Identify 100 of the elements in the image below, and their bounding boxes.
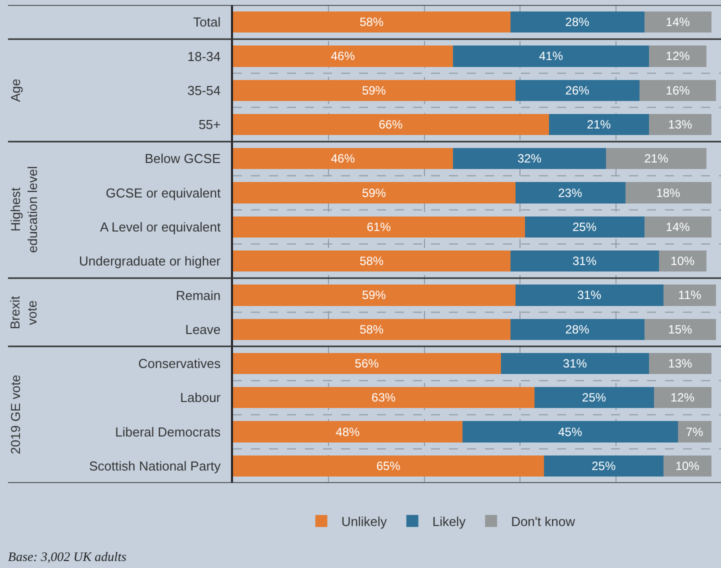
bar	[644, 318, 716, 340]
bar	[233, 421, 463, 442]
bar	[644, 11, 712, 33]
bar	[510, 250, 659, 272]
bar	[233, 250, 510, 272]
bar	[649, 114, 712, 136]
bar	[625, 182, 712, 204]
y-tick-label: 35-54	[187, 82, 221, 98]
bar	[233, 114, 549, 136]
data-label: 21%	[586, 118, 612, 132]
data-label: 46%	[330, 49, 356, 64]
data-label: 48%	[336, 424, 360, 439]
data-label: 7%	[686, 424, 704, 439]
bar	[510, 11, 644, 33]
y-tick-label: Liberal Democrats	[115, 424, 222, 440]
y-tick-label: Conservatives	[138, 356, 222, 372]
data-label: 23%	[558, 186, 582, 200]
bar	[233, 284, 516, 306]
bar	[233, 216, 525, 238]
legend-label: Don't know	[511, 514, 576, 530]
y-tick-label: Remain	[176, 288, 221, 303]
bar	[233, 148, 454, 170]
data-label: 11%	[678, 288, 702, 302]
data-label: 10%	[670, 254, 695, 268]
data-label: 58%	[360, 254, 384, 268]
bar	[233, 352, 501, 374]
bar	[453, 148, 606, 170]
data-label: 46%	[330, 152, 356, 166]
data-label: 12%	[670, 390, 695, 405]
data-label: 32%	[517, 152, 542, 166]
data-label: 58%	[360, 322, 384, 336]
data-label: 10%	[675, 458, 700, 473]
bar	[233, 387, 534, 408]
data-label: 21%	[644, 152, 669, 166]
bar	[233, 182, 516, 204]
y-tick-label: GCSE or equivalent	[106, 185, 222, 200]
data-label: 14%	[666, 15, 690, 30]
bar	[510, 318, 644, 340]
data-label: 31%	[577, 288, 602, 302]
text: 2019 GE vote	[8, 374, 23, 454]
y-tick-label: Scottish National Party	[89, 458, 222, 474]
bar	[640, 80, 716, 101]
bar	[453, 46, 650, 67]
bar	[233, 46, 454, 67]
data-label: 31%	[562, 356, 588, 370]
data-label: 41%	[538, 49, 564, 64]
bar	[515, 284, 664, 306]
y-tick-label: Total	[193, 14, 221, 30]
bar	[654, 387, 712, 408]
data-label: 59%	[362, 288, 386, 302]
data-label: 12%	[666, 49, 690, 64]
bar	[664, 455, 712, 477]
bar	[515, 80, 640, 101]
bar	[462, 421, 678, 442]
bar	[649, 46, 707, 67]
bar	[664, 284, 716, 306]
bar	[534, 387, 654, 408]
y-tick-label: Undergraduate or higher	[78, 254, 222, 269]
y-tick-label: Below GCSE	[144, 151, 221, 166]
y-tick-label: 55+	[198, 117, 221, 132]
data-label: 13%	[668, 356, 693, 370]
legend-label: Likely	[432, 514, 466, 530]
bar	[500, 352, 650, 374]
data-label: 31%	[572, 254, 597, 268]
data-label: 59%	[362, 83, 386, 98]
data-label: 14%	[666, 220, 690, 234]
bar	[544, 455, 664, 477]
data-label: 25%	[572, 220, 597, 234]
bar	[678, 421, 712, 442]
text: Age	[8, 78, 24, 102]
data-label: 28%	[565, 15, 590, 30]
bar	[649, 352, 712, 374]
data-label: 66%	[378, 118, 404, 132]
bar	[233, 318, 510, 340]
y-tick-label: Labour	[180, 390, 222, 406]
data-label: 28%	[565, 322, 590, 336]
bar	[233, 455, 544, 477]
legend-label: Unlikely	[341, 514, 388, 530]
data-label: 56%	[354, 356, 380, 370]
y-tick-label: 18-34	[187, 48, 221, 64]
data-label: 25%	[592, 458, 616, 473]
data-label: 58%	[360, 15, 384, 30]
data-label: 63%	[372, 390, 396, 405]
bar	[515, 182, 626, 204]
data-label: 16%	[666, 83, 690, 98]
y-tick-label: Leave	[185, 322, 221, 337]
data-label: 61%	[366, 220, 392, 234]
bar	[644, 216, 712, 238]
data-label: 13%	[668, 118, 693, 132]
bar	[548, 114, 650, 136]
bar	[233, 80, 516, 101]
data-label: 26%	[565, 83, 590, 98]
y-tick-label: A Level or equivalent	[100, 219, 222, 234]
data-label: 59%	[362, 186, 386, 200]
data-label: 45%	[558, 424, 582, 439]
text: Highest education level	[8, 166, 40, 253]
bar	[233, 11, 510, 33]
data-label: 25%	[582, 390, 606, 405]
data-label: 18%	[656, 186, 681, 200]
text: Brexit vote	[8, 296, 40, 330]
